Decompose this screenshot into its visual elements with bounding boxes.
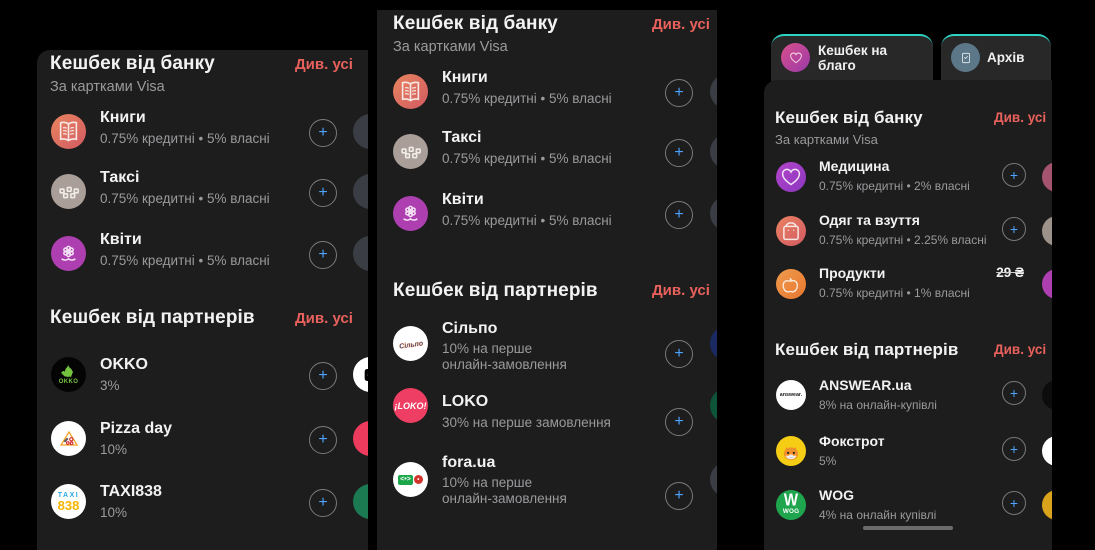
svg-text:Сільпо: Сільпо — [398, 339, 424, 350]
